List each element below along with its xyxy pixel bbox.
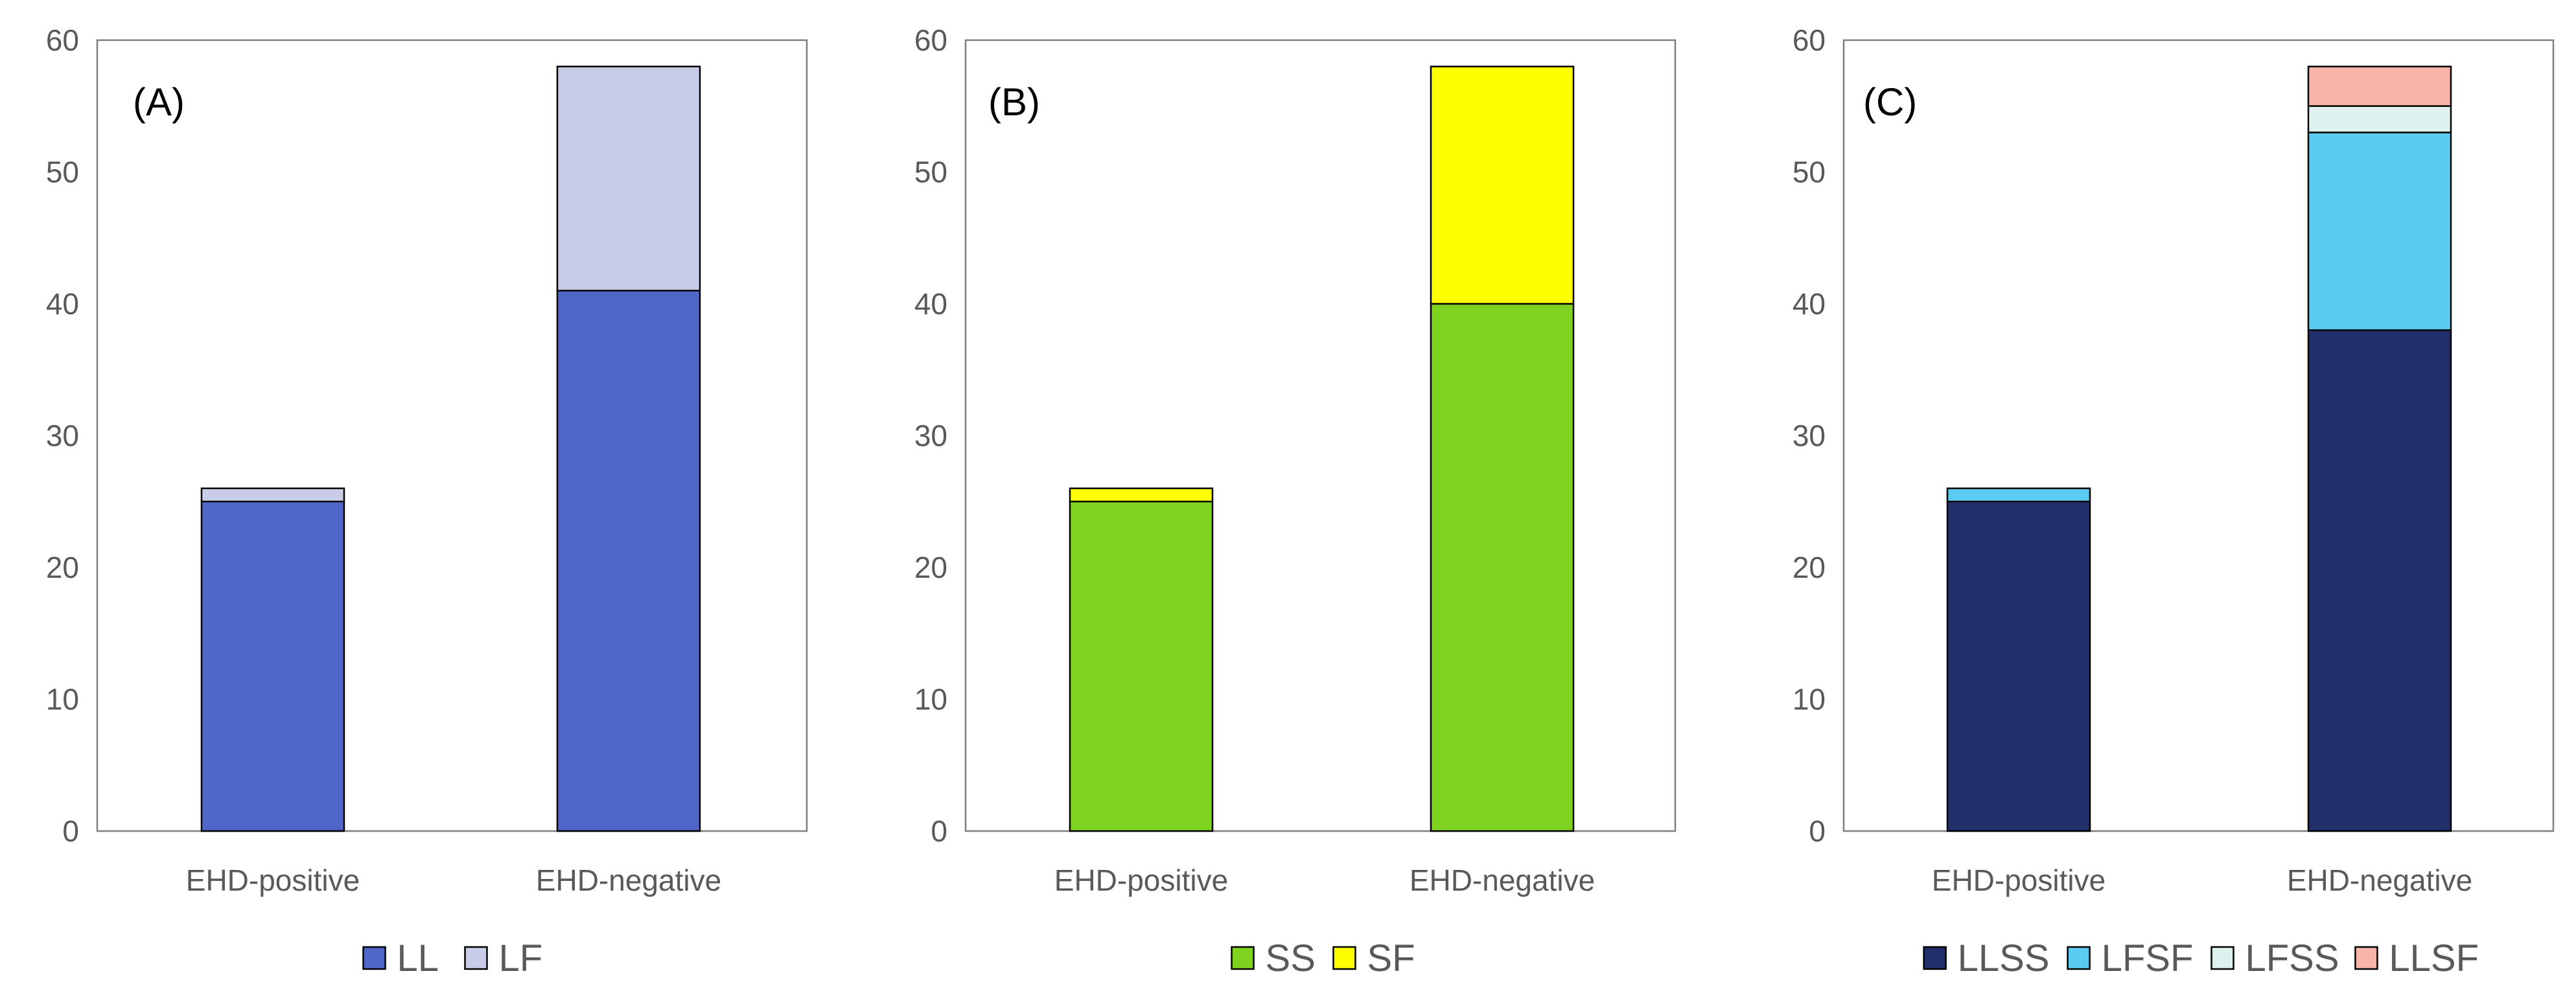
bar-segment-ll-ehd-positive	[200, 501, 345, 832]
legend-swatch-ll	[362, 946, 386, 970]
bar-segment-llsf-ehd-negative	[2307, 65, 2452, 107]
panel-label: (B)	[988, 80, 1040, 124]
bar-segment-lfsf-ehd-positive	[1946, 487, 2091, 503]
bar-segment-llss-ehd-negative	[2307, 329, 2452, 832]
y-tick-label: 20	[46, 551, 79, 584]
legend-swatch-lfsf	[2067, 946, 2091, 970]
x-category-label: EHD-positive	[1932, 863, 2106, 897]
y-tick-label: 50	[1793, 155, 1826, 189]
x-category-label: EHD-positive	[1054, 863, 1228, 897]
bar-segment-lf-ehd-positive	[200, 487, 345, 503]
chart-panel-2: 0 10 20 30 40 50 60 (B) EHD-positive EHD-negative…	[914, 23, 1677, 979]
y-tick-label: 30	[46, 419, 79, 453]
legend-swatch-sf	[1332, 946, 1356, 970]
legend-swatch-llsf	[2354, 946, 2378, 970]
y-tick-label: 50	[914, 155, 947, 189]
legend-swatch-ss	[1231, 946, 1255, 970]
chart-panel-3: 0 10 20 30 40 50 60 (C) EHD-positive EHD-negative…	[1793, 23, 2555, 979]
x-category-label: EHD-negative	[536, 863, 721, 897]
legend-label-ll: LL	[397, 937, 439, 979]
y-tick-label: 30	[1793, 419, 1826, 453]
legend-label-llss: LLSS	[1958, 937, 2050, 979]
legend: LLSS LFSF LFSS LLSF	[1923, 937, 2479, 979]
y-tick-label: 0	[62, 814, 79, 848]
y-tick-label: 0	[931, 814, 947, 848]
y-tick-label: 50	[46, 155, 79, 189]
legend-swatch-llss	[1923, 946, 1947, 970]
y-tick-label: 40	[46, 287, 79, 321]
bar-segment-ss-ehd-negative	[1430, 302, 1575, 832]
y-tick-label: 40	[1793, 287, 1826, 321]
plot-frame	[964, 39, 1677, 832]
bar-segment-sf-ehd-positive	[1069, 487, 1214, 503]
legend-label-llsf: LLSF	[2389, 937, 2479, 979]
plot-frame	[96, 39, 808, 832]
y-tick-label: 20	[1793, 551, 1826, 584]
chart-panel-1: 0 10 20 30 40 50 60 (A) EHD-positive EHD-negative…	[46, 23, 808, 979]
y-tick-label: 0	[1809, 814, 1826, 848]
legend: SS SF	[1231, 937, 1415, 979]
legend-label-lf: LF	[499, 937, 543, 979]
y-tick-label: 60	[914, 23, 947, 57]
legend-swatch-lfss	[2210, 946, 2234, 970]
legend-label-lfsf: LFSF	[2102, 937, 2194, 979]
bar-segment-ll-ehd-negative	[556, 290, 701, 832]
panel-label: (C)	[1863, 80, 1917, 124]
y-tick-label: 60	[1793, 23, 1826, 57]
x-category-label: EHD-negative	[2287, 863, 2472, 897]
panel-label: (A)	[133, 80, 185, 124]
bar-segment-llss-ehd-positive	[1946, 501, 2091, 832]
bar-segment-ss-ehd-positive	[1069, 501, 1214, 832]
legend-label-lfss: LFSS	[2245, 937, 2339, 979]
x-category-label: EHD-positive	[186, 863, 360, 897]
bar-segment-sf-ehd-negative	[1430, 65, 1575, 305]
legend-swatch-lf	[464, 946, 488, 970]
y-tick-label: 10	[46, 683, 79, 716]
y-tick-label: 40	[914, 287, 947, 321]
y-tick-label: 60	[46, 23, 79, 57]
x-category-label: EHD-negative	[1410, 863, 1595, 897]
y-tick-label: 10	[1793, 683, 1826, 716]
legend: LL LF	[362, 937, 543, 979]
y-tick-label: 20	[914, 551, 947, 584]
legend-label-ss: SS	[1266, 937, 1316, 979]
y-tick-label: 10	[914, 683, 947, 716]
plot-frame	[1842, 39, 2555, 832]
bar-segment-lfss-ehd-negative	[2307, 105, 2452, 133]
bar-segment-lf-ehd-negative	[556, 65, 701, 291]
bar-segment-lfsf-ehd-negative	[2307, 131, 2452, 331]
y-tick-label: 30	[914, 419, 947, 453]
legend-label-sf: SF	[1367, 937, 1415, 979]
